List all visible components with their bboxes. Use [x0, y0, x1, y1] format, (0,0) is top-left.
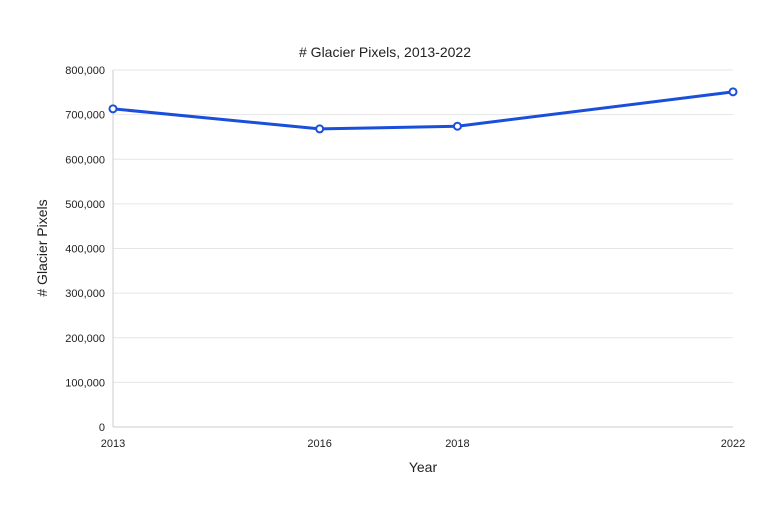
y-axis-ticks: 0 100,000 200,000 300,000 400,000 500,000 600,…: [65, 65, 105, 434]
data-point: [108, 104, 118, 114]
data-point: [728, 87, 738, 97]
series-layer: [108, 87, 738, 134]
y-tick-label: 100,000: [65, 377, 105, 389]
y-tick-label: 400,000: [65, 244, 105, 256]
series-line: [112, 90, 734, 131]
x-tick-label: 2013: [101, 438, 125, 450]
y-tick-label: 600,000: [65, 154, 105, 166]
y-tick-label: 300,000: [65, 288, 105, 300]
y-tick-label: 200,000: [65, 333, 105, 345]
data-point: [452, 121, 462, 131]
y-axis-title: # Glacier Pixels: [34, 199, 50, 296]
y-tick-label: 700,000: [65, 110, 105, 122]
x-tick-label: 2018: [445, 438, 469, 450]
x-tick-label: 2022: [721, 438, 745, 450]
grid-lines: [113, 69, 733, 383]
y-tick-label: 0: [99, 422, 105, 434]
x-tick-label: 2016: [307, 438, 331, 450]
y-tick-label: 500,000: [65, 199, 105, 211]
chart-title: # Glacier Pixels, 2013-2022: [299, 44, 471, 60]
y-tick-label: 800,000: [65, 65, 105, 77]
x-axis-ticks: 2013 2016 2018 2022: [101, 438, 745, 450]
data-point: [315, 124, 325, 134]
x-axis-title: Year: [409, 459, 438, 475]
